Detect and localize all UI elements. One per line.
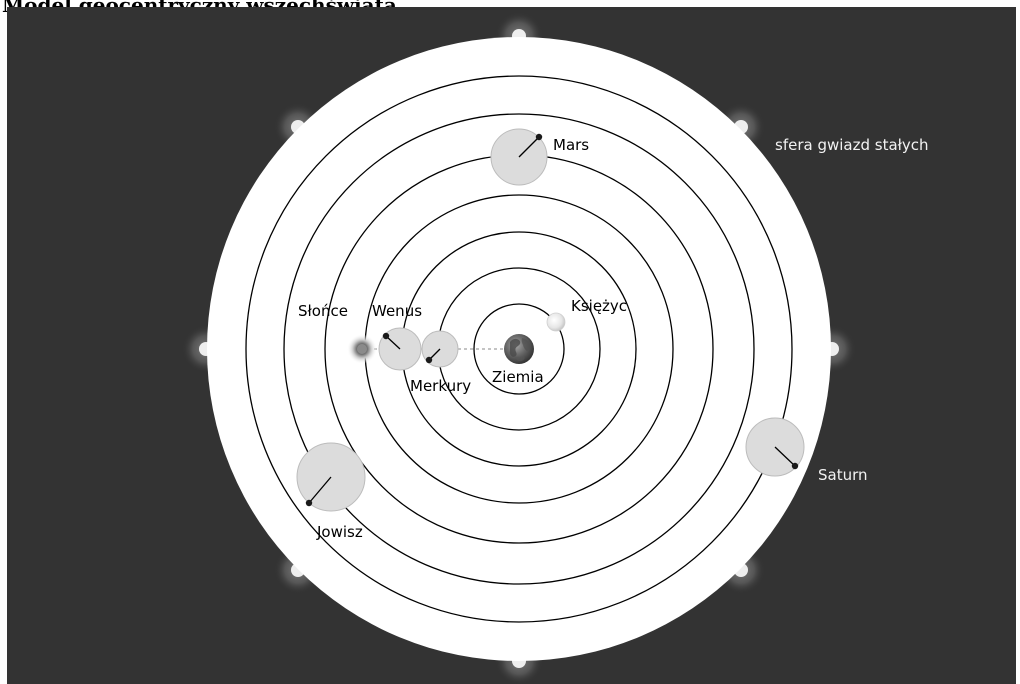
moon-label: Księżyc [571, 297, 627, 315]
mars-planet [535, 133, 543, 141]
jupiter-epicycle [296, 442, 366, 512]
orbit-ring [473, 303, 565, 395]
venus-planet [382, 332, 390, 340]
mercury-epicycle [421, 330, 459, 368]
epicycles [296, 128, 805, 512]
moon-icon [546, 312, 566, 332]
saturn-epicycle [745, 417, 805, 477]
sun-icon [347, 334, 377, 364]
mercury-planet [425, 356, 433, 364]
venus-label: Wenus [372, 302, 422, 320]
mercury-label: Merkury [410, 377, 471, 395]
fixed-stars-label: sfera gwiazd stałych [775, 136, 929, 154]
mars-epicycle [490, 128, 548, 186]
venus-epicycle [378, 327, 422, 371]
orbit-ring [245, 75, 793, 623]
saturn-label: Saturn [818, 466, 868, 484]
earth-label: Ziemia [492, 368, 544, 386]
orbit-ring [283, 113, 755, 585]
saturn-planet [791, 462, 799, 470]
earth-globe-icon [504, 334, 534, 364]
sun-label: Słońce [298, 302, 348, 320]
mars-label: Mars [553, 136, 589, 154]
jupiter-planet [305, 499, 313, 507]
jupiter-label: Jowisz [316, 523, 363, 541]
